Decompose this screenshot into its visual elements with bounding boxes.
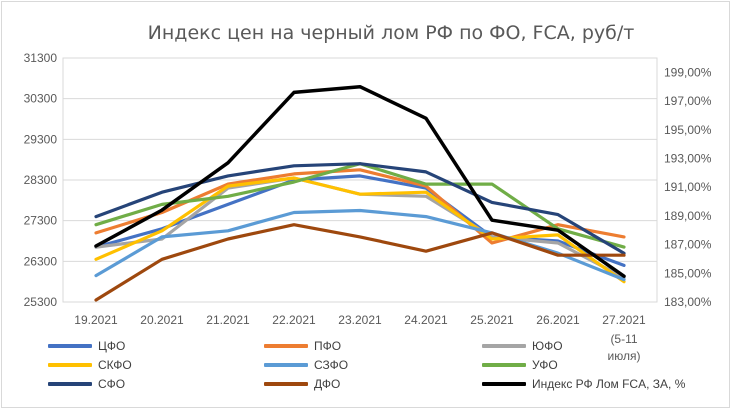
y-left-tick-label: 26300: [24, 254, 58, 268]
y-right-tick-label: 183,00%: [664, 295, 712, 309]
y-right-tick-label: 187,00%: [664, 238, 712, 252]
y-right-tick-label: 191,00%: [664, 180, 712, 194]
y-left-tick-label: 30300: [24, 92, 58, 106]
series-line: [94, 223, 626, 302]
y-right-tick-label: 199,00%: [664, 65, 712, 79]
y-right-tick-label: 189,00%: [664, 209, 712, 223]
x-tick-label: 20.2021: [140, 313, 184, 327]
x-tick-label: 23.2021: [338, 313, 382, 327]
y-left-tick-label: 31300: [24, 51, 58, 65]
x-tick-label: 19.2021: [74, 313, 118, 327]
y-right-tick-label: 197,00%: [664, 94, 712, 108]
x-tick-label: 27.2021: [602, 313, 646, 327]
y-left-tick-label: 28300: [24, 173, 58, 187]
y-left-tick-label: 27300: [24, 214, 58, 228]
chart-title: Индекс цен на черный лом РФ по ФО, FCA, …: [147, 22, 635, 44]
x-tick-label: 25.2021: [470, 313, 514, 327]
y-right-tick-label: 195,00%: [664, 123, 712, 137]
y-left-tick-label: 25300: [24, 295, 58, 309]
series-line: [94, 176, 626, 284]
series-line: [94, 162, 626, 255]
x-tick-note: июля): [608, 349, 641, 363]
series-line: [94, 84, 626, 278]
x-tick-label: 24.2021: [404, 313, 448, 327]
y-right-tick-label: 193,00%: [664, 151, 712, 165]
x-tick-label: 26.2021: [536, 313, 580, 327]
y-right-tick-label: 185,00%: [664, 266, 712, 280]
x-tick-label: 22.2021: [272, 313, 316, 327]
y-left-tick-label: 29300: [24, 132, 58, 146]
series-line: [94, 168, 626, 245]
x-tick-label: 21.2021: [206, 313, 250, 327]
x-tick-note: (5-11: [610, 332, 637, 346]
